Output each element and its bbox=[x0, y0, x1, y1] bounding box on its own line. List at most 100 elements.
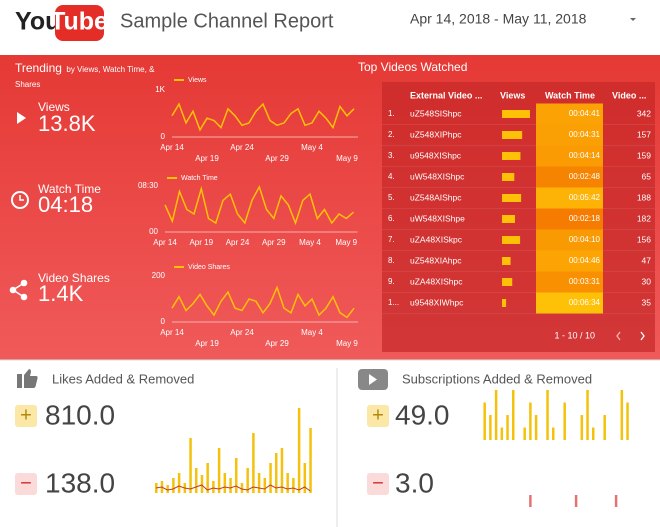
video-count: 47 bbox=[642, 255, 652, 265]
watch-time-cell bbox=[536, 271, 603, 293]
likes-added-bar bbox=[269, 463, 272, 493]
clock-icon bbox=[11, 191, 29, 209]
x-tick-label: Apr 24 bbox=[230, 143, 254, 152]
youtube-icon-play bbox=[369, 374, 377, 385]
likes-added-bar bbox=[303, 463, 307, 493]
watch-time: 00:04:10 bbox=[569, 235, 601, 244]
y-tick-label: 0 bbox=[161, 132, 166, 141]
y-tick-label: 0 bbox=[161, 317, 166, 326]
kpi-value: 1.4K bbox=[38, 281, 84, 306]
trend-line bbox=[171, 102, 355, 132]
legend-label: Watch Time bbox=[181, 175, 218, 182]
likes-added-bar bbox=[189, 438, 192, 493]
minus-badge bbox=[367, 473, 389, 495]
logo-you: You bbox=[15, 8, 60, 36]
x-tick-label: Apr 19 bbox=[195, 339, 219, 348]
report-title: Sample Channel Report bbox=[120, 10, 334, 32]
x-tick-label: May 9 bbox=[335, 238, 357, 247]
views-bar bbox=[502, 236, 521, 244]
likes-title: Likes Added & Removed bbox=[52, 371, 194, 386]
rank: 4. bbox=[388, 172, 395, 181]
video-count: 156 bbox=[637, 234, 651, 244]
prev-page[interactable] bbox=[616, 331, 621, 341]
x-tick-label: Apr 19 bbox=[195, 154, 219, 163]
watch-time: 00:02:48 bbox=[569, 172, 601, 181]
subs-added-bar bbox=[494, 390, 498, 440]
likes-added-bar bbox=[217, 448, 221, 493]
likes-added-bar bbox=[223, 473, 227, 493]
subs-added-bar bbox=[506, 415, 509, 440]
play-icon bbox=[17, 112, 26, 124]
next-page[interactable] bbox=[640, 331, 645, 341]
watch-time: 00:04:41 bbox=[569, 109, 601, 118]
column-header: Views bbox=[500, 90, 525, 100]
likes-added-bar bbox=[206, 463, 209, 493]
video-id: u9548XIShpc bbox=[410, 150, 462, 160]
date-range[interactable]: Apr 14, 2018 - May 11, 2018 bbox=[410, 11, 587, 27]
likes-added-bar bbox=[280, 448, 284, 493]
x-tick-label: Apr 24 bbox=[226, 238, 250, 247]
column-header: Watch Time bbox=[545, 90, 595, 100]
subs-added-bar bbox=[546, 390, 549, 440]
dropdown-arrow[interactable] bbox=[630, 18, 636, 21]
likes-added-bar bbox=[240, 483, 244, 493]
x-tick-label: May 9 bbox=[336, 339, 358, 348]
views-bar bbox=[502, 152, 521, 160]
table-title: Top Videos Watched bbox=[358, 60, 467, 74]
views-bar bbox=[502, 299, 507, 307]
likes-added-bar bbox=[235, 458, 238, 493]
watch-time-cell bbox=[536, 166, 603, 188]
video-count: 342 bbox=[637, 108, 651, 118]
likes-added-bar bbox=[200, 475, 204, 493]
likes-added-bar bbox=[286, 473, 289, 493]
watch-time-cell bbox=[536, 229, 603, 251]
video-id: uZA48XISkpc bbox=[410, 234, 463, 244]
likes-added-bar bbox=[195, 468, 198, 493]
plus-badge bbox=[15, 405, 37, 427]
video-id: uZ548SIShpc bbox=[410, 108, 462, 118]
trending-subtitle: by Views, Watch Time, & Shares bbox=[15, 65, 155, 89]
plus-sign: + bbox=[372, 404, 384, 426]
plus-badge bbox=[367, 405, 389, 427]
subs-added-bar bbox=[534, 415, 538, 440]
trending-heading: Trending by Views, Watch Time, & Shares bbox=[15, 61, 175, 91]
column-header: External Video ... bbox=[410, 90, 482, 100]
subs-added-bar bbox=[489, 415, 492, 440]
table-panel bbox=[382, 82, 655, 352]
removed-total: 3.0 bbox=[395, 467, 434, 498]
kpi-value: 04:18 bbox=[38, 192, 93, 217]
y-tick-label: 00 bbox=[149, 227, 158, 236]
rank: 8. bbox=[388, 256, 395, 265]
subs-added-bar bbox=[603, 415, 606, 440]
likes-added-bar bbox=[177, 473, 181, 493]
clock-hands bbox=[19, 195, 24, 201]
likes-added-bar bbox=[229, 478, 232, 493]
x-tick-label: May 4 bbox=[301, 328, 323, 337]
subs-removed-bar bbox=[529, 495, 532, 507]
video-count: 157 bbox=[637, 129, 651, 139]
kpi-label: Views bbox=[38, 100, 70, 114]
kpi-label: Video Shares bbox=[38, 271, 110, 285]
x-tick-label: Apr 24 bbox=[230, 328, 254, 337]
kpi-value: 13.8K bbox=[38, 111, 96, 136]
x-tick-label: Apr 19 bbox=[189, 238, 213, 247]
kpi-label: Watch Time bbox=[38, 182, 101, 196]
plus-sign: + bbox=[20, 404, 32, 426]
watch-time-cell bbox=[536, 145, 603, 167]
x-tick-label: May 4 bbox=[301, 143, 323, 152]
x-tick-label: Apr 14 bbox=[160, 143, 184, 152]
added-total: 49.0 bbox=[395, 399, 450, 430]
x-tick-label: May 4 bbox=[299, 238, 321, 247]
x-tick-label: Apr 14 bbox=[160, 328, 184, 337]
likes-added-bar bbox=[166, 485, 169, 493]
watch-time: 00:02:18 bbox=[569, 214, 601, 223]
thumbs-icon bbox=[17, 369, 38, 388]
subs-added-bar bbox=[483, 402, 486, 440]
views-bar bbox=[502, 278, 513, 286]
watch-time-cell bbox=[536, 208, 603, 230]
likes-added-bar bbox=[257, 473, 261, 493]
rank: 5. bbox=[388, 193, 395, 202]
watch-time: 00:04:31 bbox=[569, 130, 601, 139]
